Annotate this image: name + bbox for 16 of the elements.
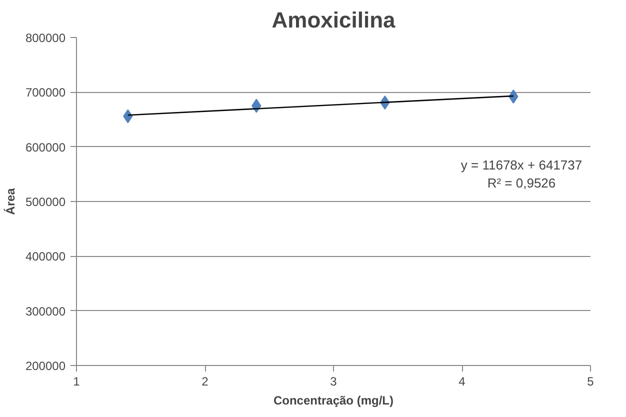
- chart-title: Amoxicilina: [272, 8, 396, 32]
- y-tick-label: 800000: [25, 31, 66, 45]
- x-tick-label: 5: [587, 374, 594, 388]
- y-tick-label: 400000: [25, 250, 66, 264]
- y-axis-title: Área: [3, 188, 18, 215]
- y-tick-label: 700000: [25, 86, 66, 100]
- x-tick-label: 3: [330, 374, 338, 388]
- x-tick-label: 1: [73, 374, 80, 388]
- y-tick-label: 500000: [25, 195, 66, 209]
- annotation: y = 11678x + 641737 R² = 0,9526: [460, 158, 582, 190]
- y-tick-label: 200000: [25, 359, 66, 373]
- x-tick-label: 2: [202, 374, 209, 388]
- x-axis-title: Concentração (mg/L): [273, 394, 394, 408]
- x-tick-label: 4: [458, 374, 466, 388]
- y-tick-label: 600000: [25, 140, 66, 154]
- y-tick-label: 300000: [25, 304, 66, 318]
